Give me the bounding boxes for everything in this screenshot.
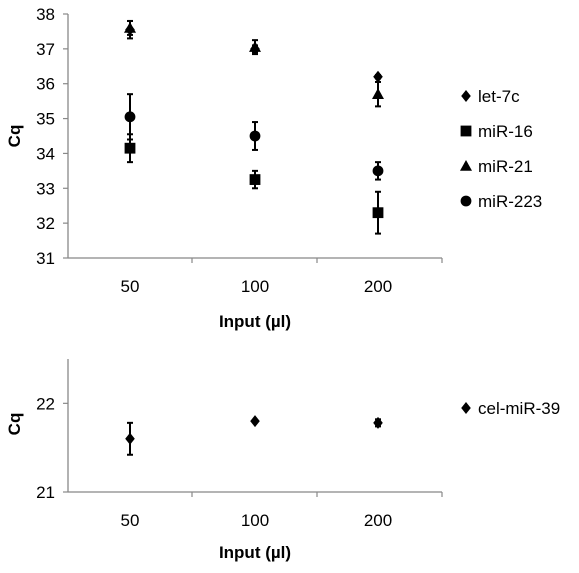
data-point-mir-21 xyxy=(249,41,261,52)
y-tick-label: 32 xyxy=(36,214,55,233)
x-tick-label: 100 xyxy=(241,511,269,530)
data-point-cel-mir-39 xyxy=(250,415,260,428)
legend-label: miR-21 xyxy=(478,157,533,176)
bottom-x-axis-title: Input (µl) xyxy=(219,543,291,562)
legend-marker-triangle xyxy=(460,160,472,171)
legend-marker-circle xyxy=(460,195,472,207)
data-point-mir-223 xyxy=(124,111,136,123)
legend-item: cel-miR-39 xyxy=(461,399,560,418)
data-point-let-7c xyxy=(373,70,383,83)
legend-label: cel-miR-39 xyxy=(478,399,560,418)
data-point-mir-223 xyxy=(372,165,384,177)
y-tick-label: 22 xyxy=(36,394,55,413)
legend-label: miR-223 xyxy=(478,192,542,211)
x-tick-label: 100 xyxy=(241,277,269,296)
y-tick-label: 35 xyxy=(36,110,55,129)
data-point-mir-223 xyxy=(249,130,261,142)
legend-label: miR-16 xyxy=(478,122,533,141)
data-point-mir-16 xyxy=(372,207,384,219)
data-point-mir-21 xyxy=(372,88,384,99)
x-tick-label: 50 xyxy=(121,277,140,296)
data-point-mir-21 xyxy=(124,21,136,33)
legend-item: miR-16 xyxy=(460,122,533,141)
y-tick-label: 33 xyxy=(36,179,55,198)
y-tick-label: 36 xyxy=(36,75,55,94)
y-tick-label: 31 xyxy=(36,249,55,268)
legend-label: let-7c xyxy=(478,87,520,106)
legend-marker-diamond xyxy=(461,402,471,414)
data-point-mir-16 xyxy=(124,142,136,154)
y-tick-label: 21 xyxy=(36,483,55,502)
data-point-cel-mir-39 xyxy=(125,432,135,445)
x-tick-label: 50 xyxy=(121,511,140,530)
legend-item: miR-21 xyxy=(460,157,533,176)
data-point-mir-16 xyxy=(249,174,261,185)
legend-item: let-7c xyxy=(461,87,520,106)
legend-marker-square xyxy=(460,125,472,137)
legend-marker-diamond xyxy=(461,90,471,102)
x-tick-label: 200 xyxy=(364,277,392,296)
top-y-axis-title: Cq xyxy=(5,125,24,148)
top-x-axis-title: Input (µl) xyxy=(219,312,291,331)
y-tick-label: 38 xyxy=(36,5,55,24)
legend-item: miR-223 xyxy=(460,192,542,211)
bottom-y-axis-title: Cq xyxy=(5,413,24,436)
x-tick-label: 200 xyxy=(364,511,392,530)
bottom-chart: Cq Input (µl) 21 22 50 100 200 cel-miR-39 xyxy=(5,359,560,562)
y-tick-label: 37 xyxy=(36,40,55,59)
data-point-cel-mir-39 xyxy=(373,416,383,429)
y-tick-label: 34 xyxy=(36,144,55,163)
